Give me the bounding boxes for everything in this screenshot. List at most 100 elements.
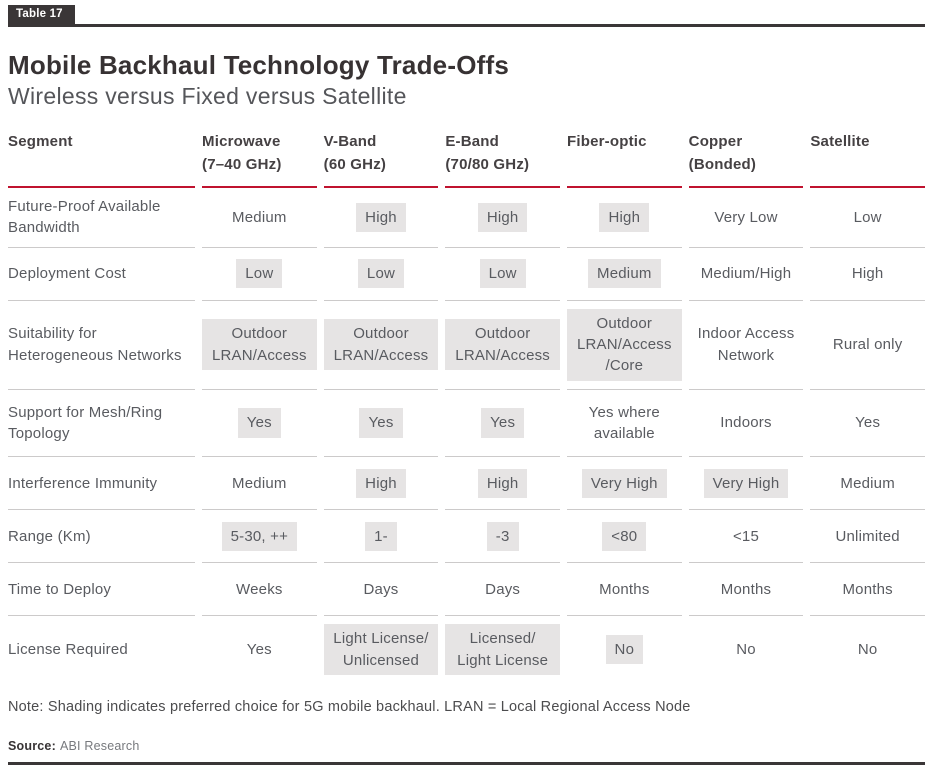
table-cell: Yes [445,390,560,458]
column-header-label: Segment [8,132,73,150]
column-header-label: Microwave [202,132,281,150]
row-label-support-for-mesh-ring-topology: Support for Mesh/Ring Topology [8,390,195,458]
row-label-suitability-for-heterogeneous-networks: Suitability for Heterogeneous Networks [8,301,195,390]
table-cell: High [445,188,560,248]
table-cell: No [567,616,682,683]
table-cell: Low [810,188,925,248]
cell-value: No [857,640,878,658]
preferred-choice-highlight: -3 [486,521,519,551]
table-title: Mobile Backhaul Technology Trade-Offs [8,49,509,80]
preferred-choice-highlight: High [477,468,528,498]
preferred-choice-highlight: Outdoor LRAN/Access /Core [566,308,682,381]
column-header-sublabel: (70/80 GHz) [445,155,530,173]
table-cell: Yes [323,390,439,458]
preferred-choice-highlight: 5-30, ++ [221,521,298,551]
table-cell: <15 [688,510,804,564]
preferred-choice-highlight: Outdoor LRAN/Access [445,319,560,370]
table-cell: Yes [202,616,317,683]
table-cell: Medium [810,457,925,511]
table-cell: Very High [566,457,682,511]
preferred-choice-highlight: Yes [237,408,281,438]
preferred-choice-highlight: 1- [365,521,397,551]
table-subtitle: Wireless versus Fixed versus Satellite [8,82,407,109]
table-cell: No [689,616,804,683]
preferred-choice-highlight: <80 [602,521,647,551]
preferred-choice-highlight: Outdoor LRAN/Access [323,319,439,370]
preferred-choice-highlight: Yes [359,408,403,438]
table-cell: Low [323,248,439,301]
row-label-license-required: License Required [8,640,128,658]
preferred-choice-highlight: Low [357,259,405,289]
cell-value: Unlimited [835,527,900,545]
column-header-sublabel: (7–40 GHz) [202,155,282,173]
preferred-choice-highlight: Medium [588,259,661,289]
column-header-segment: Segment [8,124,195,189]
preferred-choice-highlight: Very High [703,468,789,498]
column-header-microwave: Microwave (7–40 GHz) [202,124,317,189]
cell-value: High [851,265,884,283]
tradeoff-table: Segment Microwave (7–40 GHz) V-Band (60 GHz)… [8,124,925,683]
table-cell: Outdoor LRAN/Access [323,301,439,390]
table-cell: Indoors [688,390,804,458]
table-cell: Days [323,563,439,617]
column-header-sublabel: (60 GHz) [323,155,387,173]
cell-value: Medium [840,474,895,492]
table-cell: Light License/ Unlicensed [323,616,439,683]
preferred-choice-highlight: No [605,634,644,665]
table-cell: Yes [202,390,317,458]
cell-value: Weeks [236,580,283,598]
table-cell: Very Low [688,188,804,248]
column-header-satellite: Satellite [810,124,925,189]
table-cell: Medium [202,457,317,511]
table-cell: -3 [445,510,560,564]
column-header-label: V-Band [323,132,377,150]
column-header-e-band: E-Band (70/80 GHz) [445,124,560,189]
cell-value: Medium [232,208,287,226]
preferred-choice-highlight: High [356,468,406,498]
cell-value: Days [363,580,399,598]
column-header-fiber-optic: Fiber-optic [566,124,682,189]
source-value: ABI Research [59,738,140,753]
table-cell: High [323,457,439,511]
table-cell: Very High [688,457,804,511]
row-label-range-km: Range (Km) [8,510,195,564]
table-cell: 5-30, ++ [202,510,317,564]
cell-value: Yes where available [588,403,660,442]
row-label-future-proof-available-bandwidth: Future-Proof Available Bandwidth [8,188,195,248]
preferred-choice-highlight: Licensed/ Light License [445,624,560,675]
cell-value: Months [720,580,772,598]
cell-value: No [736,640,756,658]
row-label-time-to-deploy: Time to Deploy [8,563,195,617]
table-cell: Medium [202,188,317,248]
column-header-copper: Copper (Bonded) [688,124,804,189]
table-cell: Rural only [810,301,925,390]
table-cell: No [810,616,925,683]
table-cell: Licensed/ Light License [445,616,560,683]
table-cell: Outdoor LRAN/Access [202,301,317,390]
cell-value: Very Low [714,208,778,226]
column-header-label: Fiber-optic [566,132,647,150]
top-rule: Table 17 [8,5,925,27]
report-table-figure: Table 17 Mobile Backhaul Technology Trad… [8,5,925,765]
column-header-v-band: V-Band (60 GHz) [323,124,439,189]
cell-value: Months [842,580,893,598]
table-cell: Medium/High [688,248,804,301]
table-cell: High [445,457,560,511]
table-cell: Low [445,248,560,301]
preferred-choice-highlight: Light License/ Unlicensed [323,624,439,675]
row-label-deployment-cost: Deployment Cost [8,248,195,301]
source-label: Source: [8,738,56,753]
table-cell: Months [810,563,925,617]
column-header-label: Satellite [810,132,870,150]
preferred-choice-highlight: High [477,202,528,233]
table-cell: Yes where available [566,390,682,458]
cell-value: Indoors [720,414,772,432]
column-header-sublabel: (Bonded) [688,155,757,173]
table-cell: Outdoor LRAN/Access /Core [566,301,682,390]
table-cell: High [810,248,925,301]
table-cell: High [566,188,682,248]
preferred-choice-highlight: High [356,202,406,233]
source-line: Source: ABI Research [8,739,925,765]
cell-value: <15 [732,527,760,545]
cell-value: Low [853,208,882,226]
